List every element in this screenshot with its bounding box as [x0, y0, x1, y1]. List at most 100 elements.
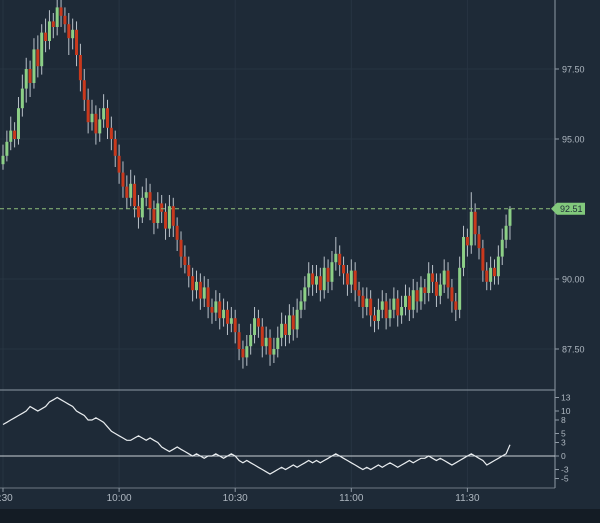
time-tick-label: 11:00 [339, 493, 364, 504]
candle [492, 259, 496, 285]
candle [98, 108, 102, 142]
candle-body [51, 21, 55, 27]
time-tick-label: 10:30 [223, 493, 248, 504]
candle [117, 144, 121, 184]
candle-body [1, 155, 5, 165]
candle [175, 217, 179, 251]
candle-body [229, 318, 233, 324]
candle-body [403, 295, 407, 307]
candle-body [171, 206, 175, 226]
candle-body [473, 211, 477, 235]
price-tick-label: 97.50 [562, 65, 585, 75]
candle-body [129, 183, 133, 198]
candle-body [206, 287, 210, 307]
candle-body [492, 267, 496, 277]
candle-body [218, 301, 222, 319]
candle [109, 116, 113, 151]
candle-body [489, 267, 493, 282]
candle-body [109, 127, 113, 139]
osc-tick-label: 5 [561, 429, 566, 439]
price-axis[interactable]: 97.50 95.00 90.00 87.50 [555, 65, 585, 355]
candle [121, 161, 125, 198]
candle-body [253, 318, 257, 335]
candle-body [303, 287, 307, 302]
oscillator-line [2, 396, 511, 475]
candle [47, 10, 51, 50]
candle [388, 298, 392, 327]
candle [5, 130, 9, 162]
candle-body [63, 15, 67, 25]
candle [256, 309, 260, 338]
candle-body [125, 186, 129, 198]
osc-tick-label: 10 [561, 406, 571, 416]
candle [307, 262, 311, 296]
candle-body [32, 49, 36, 83]
candle-body [140, 197, 144, 218]
candle-body [117, 155, 121, 173]
candle [13, 122, 17, 148]
candle [187, 256, 191, 288]
candle-body [407, 295, 411, 310]
candle-body [241, 349, 245, 358]
candle-body [311, 273, 315, 285]
price-tick-label: 90.00 [562, 275, 585, 285]
candle [268, 329, 272, 366]
candle [210, 298, 214, 324]
candle [148, 183, 152, 221]
candle [423, 279, 427, 305]
candle [75, 21, 79, 67]
candle-body [357, 290, 361, 296]
candle [179, 231, 183, 268]
candle-body [67, 24, 71, 39]
candle [102, 94, 106, 128]
last-price-marker: 92.51 [0, 202, 585, 215]
candle [253, 307, 257, 344]
candle [477, 225, 481, 260]
candle [458, 256, 462, 319]
candle-body [86, 99, 90, 123]
price-tick-label: 87.50 [562, 345, 585, 355]
candle [113, 130, 117, 167]
time-tick-label: 9:30 [0, 493, 13, 504]
candle-body [458, 267, 462, 310]
candle-body [20, 88, 24, 109]
candle-body [198, 281, 202, 299]
candle [330, 251, 334, 291]
candle [78, 43, 82, 92]
candle-body [55, 7, 59, 28]
candle-body [90, 113, 94, 123]
candle [156, 192, 160, 229]
candle [407, 287, 411, 321]
candle [24, 57, 28, 103]
oscillator-pane[interactable] [0, 396, 555, 475]
candle [322, 256, 326, 299]
candle [1, 144, 5, 170]
candle-body [98, 119, 102, 134]
candle [241, 340, 245, 369]
candle [369, 290, 373, 327]
time-axis[interactable]: 9:30 10:00 10:30 11:00 11:30 [0, 488, 480, 504]
candle [334, 237, 338, 271]
candle-body [5, 141, 9, 156]
candle [20, 74, 24, 117]
candle-body [245, 346, 249, 358]
candle-body [469, 211, 473, 246]
osc-tick-label: -3 [561, 465, 569, 475]
candle-body [411, 290, 415, 310]
candle [496, 245, 500, 285]
candle [454, 293, 458, 321]
candle [67, 13, 71, 55]
candle-body [167, 206, 171, 229]
candle [167, 195, 171, 237]
candle-body [164, 211, 168, 229]
price-pane[interactable] [1, 0, 512, 369]
candle [140, 186, 144, 223]
candle [136, 195, 140, 229]
candle-body [276, 337, 280, 349]
candle [202, 276, 206, 307]
candle-body [427, 273, 431, 293]
candle-body [152, 209, 156, 223]
candle-body [442, 270, 446, 285]
